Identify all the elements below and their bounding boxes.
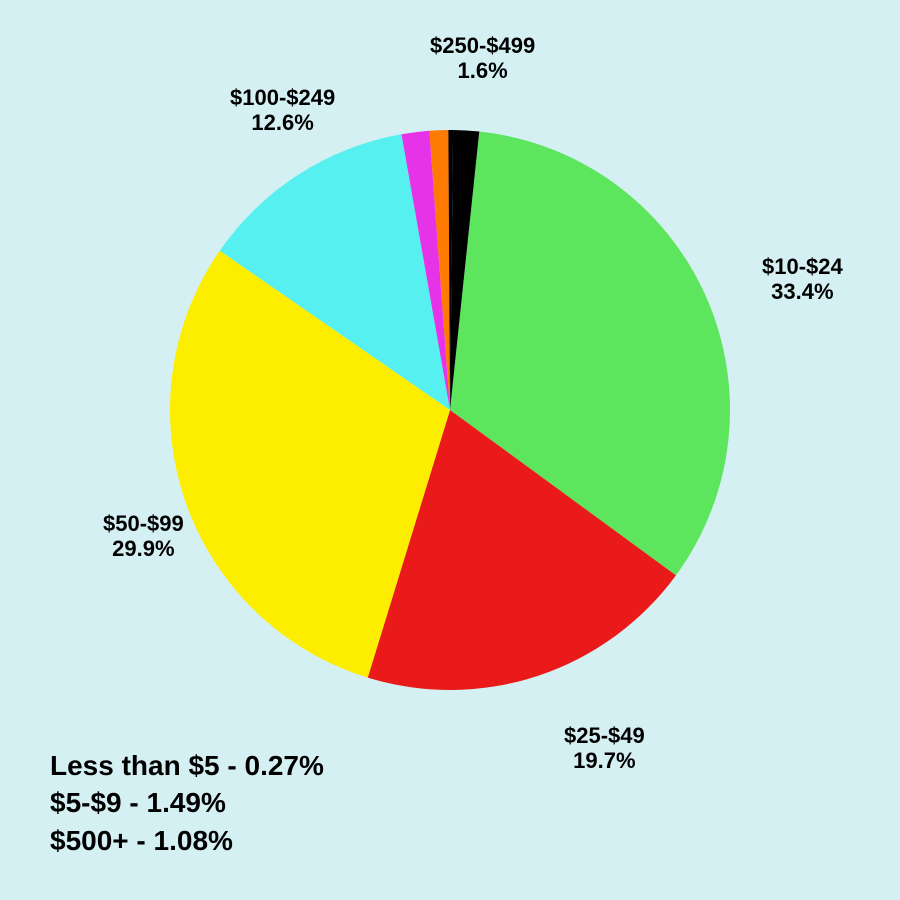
label-250-499-category: $250-$499 bbox=[430, 33, 535, 58]
footer-notes: Less than $5 - 0.27% $5-$9 - 1.49% $500+… bbox=[50, 747, 324, 860]
footer-note-2: $5-$9 - 1.49% bbox=[50, 784, 324, 822]
label-10-24: $10-$24 33.4% bbox=[762, 254, 843, 305]
label-10-24-category: $10-$24 bbox=[762, 254, 843, 279]
label-50-99: $50-$99 29.9% bbox=[103, 511, 184, 562]
label-100-249-percent: 12.6% bbox=[230, 110, 335, 135]
label-25-49-percent: 19.7% bbox=[564, 748, 645, 773]
label-25-49: $25-$49 19.7% bbox=[564, 723, 645, 774]
label-25-49-category: $25-$49 bbox=[564, 723, 645, 748]
label-250-499: $250-$499 1.6% bbox=[430, 33, 535, 84]
pie-chart bbox=[170, 130, 730, 690]
footer-note-1: Less than $5 - 0.27% bbox=[50, 747, 324, 785]
label-100-249: $100-$249 12.6% bbox=[230, 85, 335, 136]
label-100-249-category: $100-$249 bbox=[230, 85, 335, 110]
chart-stage: $10-$24 33.4% $25-$49 19.7% $50-$99 29.9… bbox=[0, 0, 900, 900]
footer-note-3: $500+ - 1.08% bbox=[50, 822, 324, 860]
label-50-99-category: $50-$99 bbox=[103, 511, 184, 536]
label-250-499-percent: 1.6% bbox=[430, 58, 535, 83]
label-50-99-percent: 29.9% bbox=[103, 536, 184, 561]
label-10-24-percent: 33.4% bbox=[762, 279, 843, 304]
